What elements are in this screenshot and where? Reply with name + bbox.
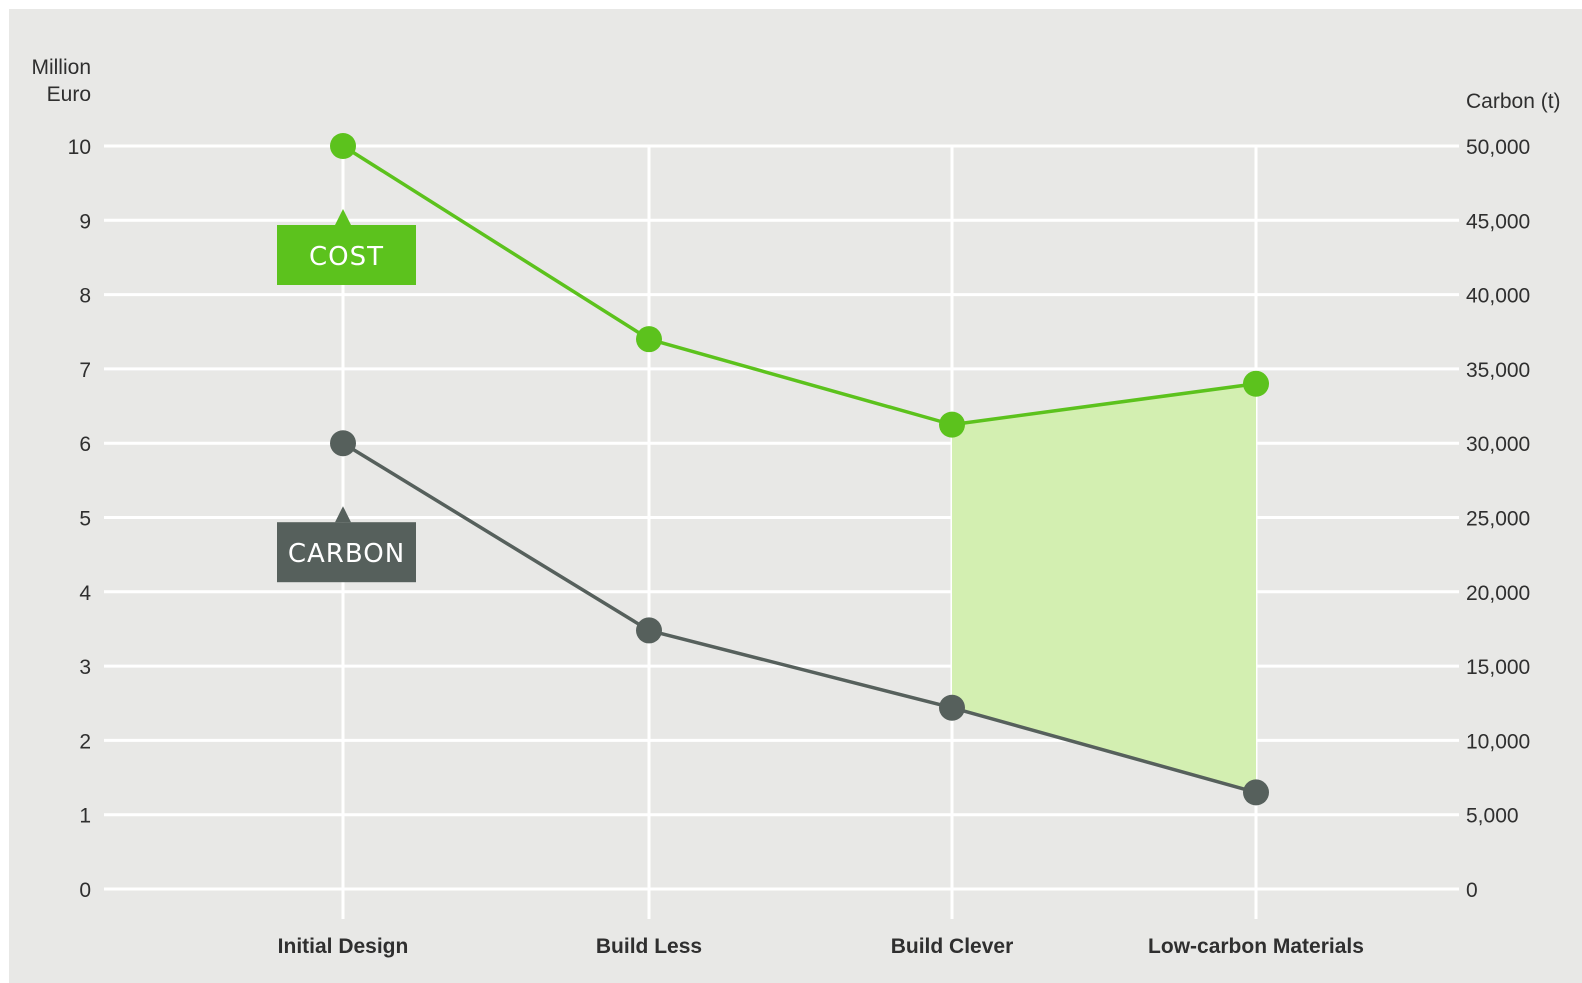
tag-label-carbon: CARBON [288,539,405,569]
x-category-label: Initial Design [278,935,409,958]
series-points [330,133,1269,806]
series-line-cost [342,144,1257,427]
y-left-tick-label: 9 [79,210,91,233]
series-line-carbon [342,441,1257,795]
y-right-tick-label: 25,000 [1466,508,1530,531]
data-point-carbon [330,430,356,457]
tag-box-carbon [277,522,416,583]
y-right-tick-label: 5,000 [1466,805,1519,828]
series-lines [342,144,1257,795]
y-left-tick-label: 10 [68,136,91,159]
data-point-cost [330,133,356,159]
y-right-tick-label: 30,000 [1466,433,1530,456]
chart-frame: COST CARBON 0 1 2 3 4 5 6 7 8 9 10 0 5,000 10,000 15,00… [9,9,1582,983]
x-category-label: Low-carbon Materials [1148,935,1364,958]
y-left-tick-label: 6 [79,433,91,456]
y-right-tick-label: 35,000 [1466,359,1530,382]
y-left-tick-label: 1 [79,805,91,828]
data-point-carbon [636,617,662,644]
data-point-carbon [1243,779,1269,806]
x-category-label: Build Less [596,935,702,958]
x-category-label: Build Clever [891,935,1014,958]
y-left-tick-label: 5 [79,508,91,531]
y-right-tick-label: 15,000 [1466,656,1530,679]
shaded-region [952,383,1256,793]
y-left-tick-label: 3 [79,656,91,679]
tag-pointer [335,506,351,523]
y-right-tick-label: 0 [1466,879,1478,902]
y-right-tick-label: 40,000 [1466,285,1530,308]
series-tags: COST CARBON [277,209,416,583]
y-right-tick-label: 10,000 [1466,730,1530,753]
tag-pointer [335,209,351,225]
data-point-cost [636,326,662,353]
y-right-tick-label: 50,000 [1466,136,1530,159]
y-left-axis-title: Million [31,56,91,79]
y-left-tick-label: 2 [79,730,91,753]
y-left-tick-label: 8 [79,285,91,308]
y-right-axis-title: Carbon (t) [1466,90,1561,113]
y-left-tick-label: 0 [79,879,91,902]
cost-carbon-chart: COST CARBON 0 1 2 3 4 5 6 7 8 9 10 0 5,000 10,000 15,00… [31,56,1560,958]
tag-box-cost [277,225,416,285]
y-right-tick-label: 45,000 [1466,210,1530,233]
data-point-carbon [939,694,965,721]
data-point-cost [939,411,965,438]
shaded-area [952,383,1256,793]
y-right-tick-label: 20,000 [1466,582,1530,605]
data-point-cost [1243,370,1269,397]
y-left-axis-title: Euro [47,83,91,106]
y-left-tick-label: 7 [79,359,91,382]
tag-label-cost: COST [309,242,384,272]
y-left-tick-label: 4 [79,582,91,605]
axis-labels: 0 1 2 3 4 5 6 7 8 9 10 0 5,000 10,000 15,000 20,000 25,0… [31,56,1560,958]
